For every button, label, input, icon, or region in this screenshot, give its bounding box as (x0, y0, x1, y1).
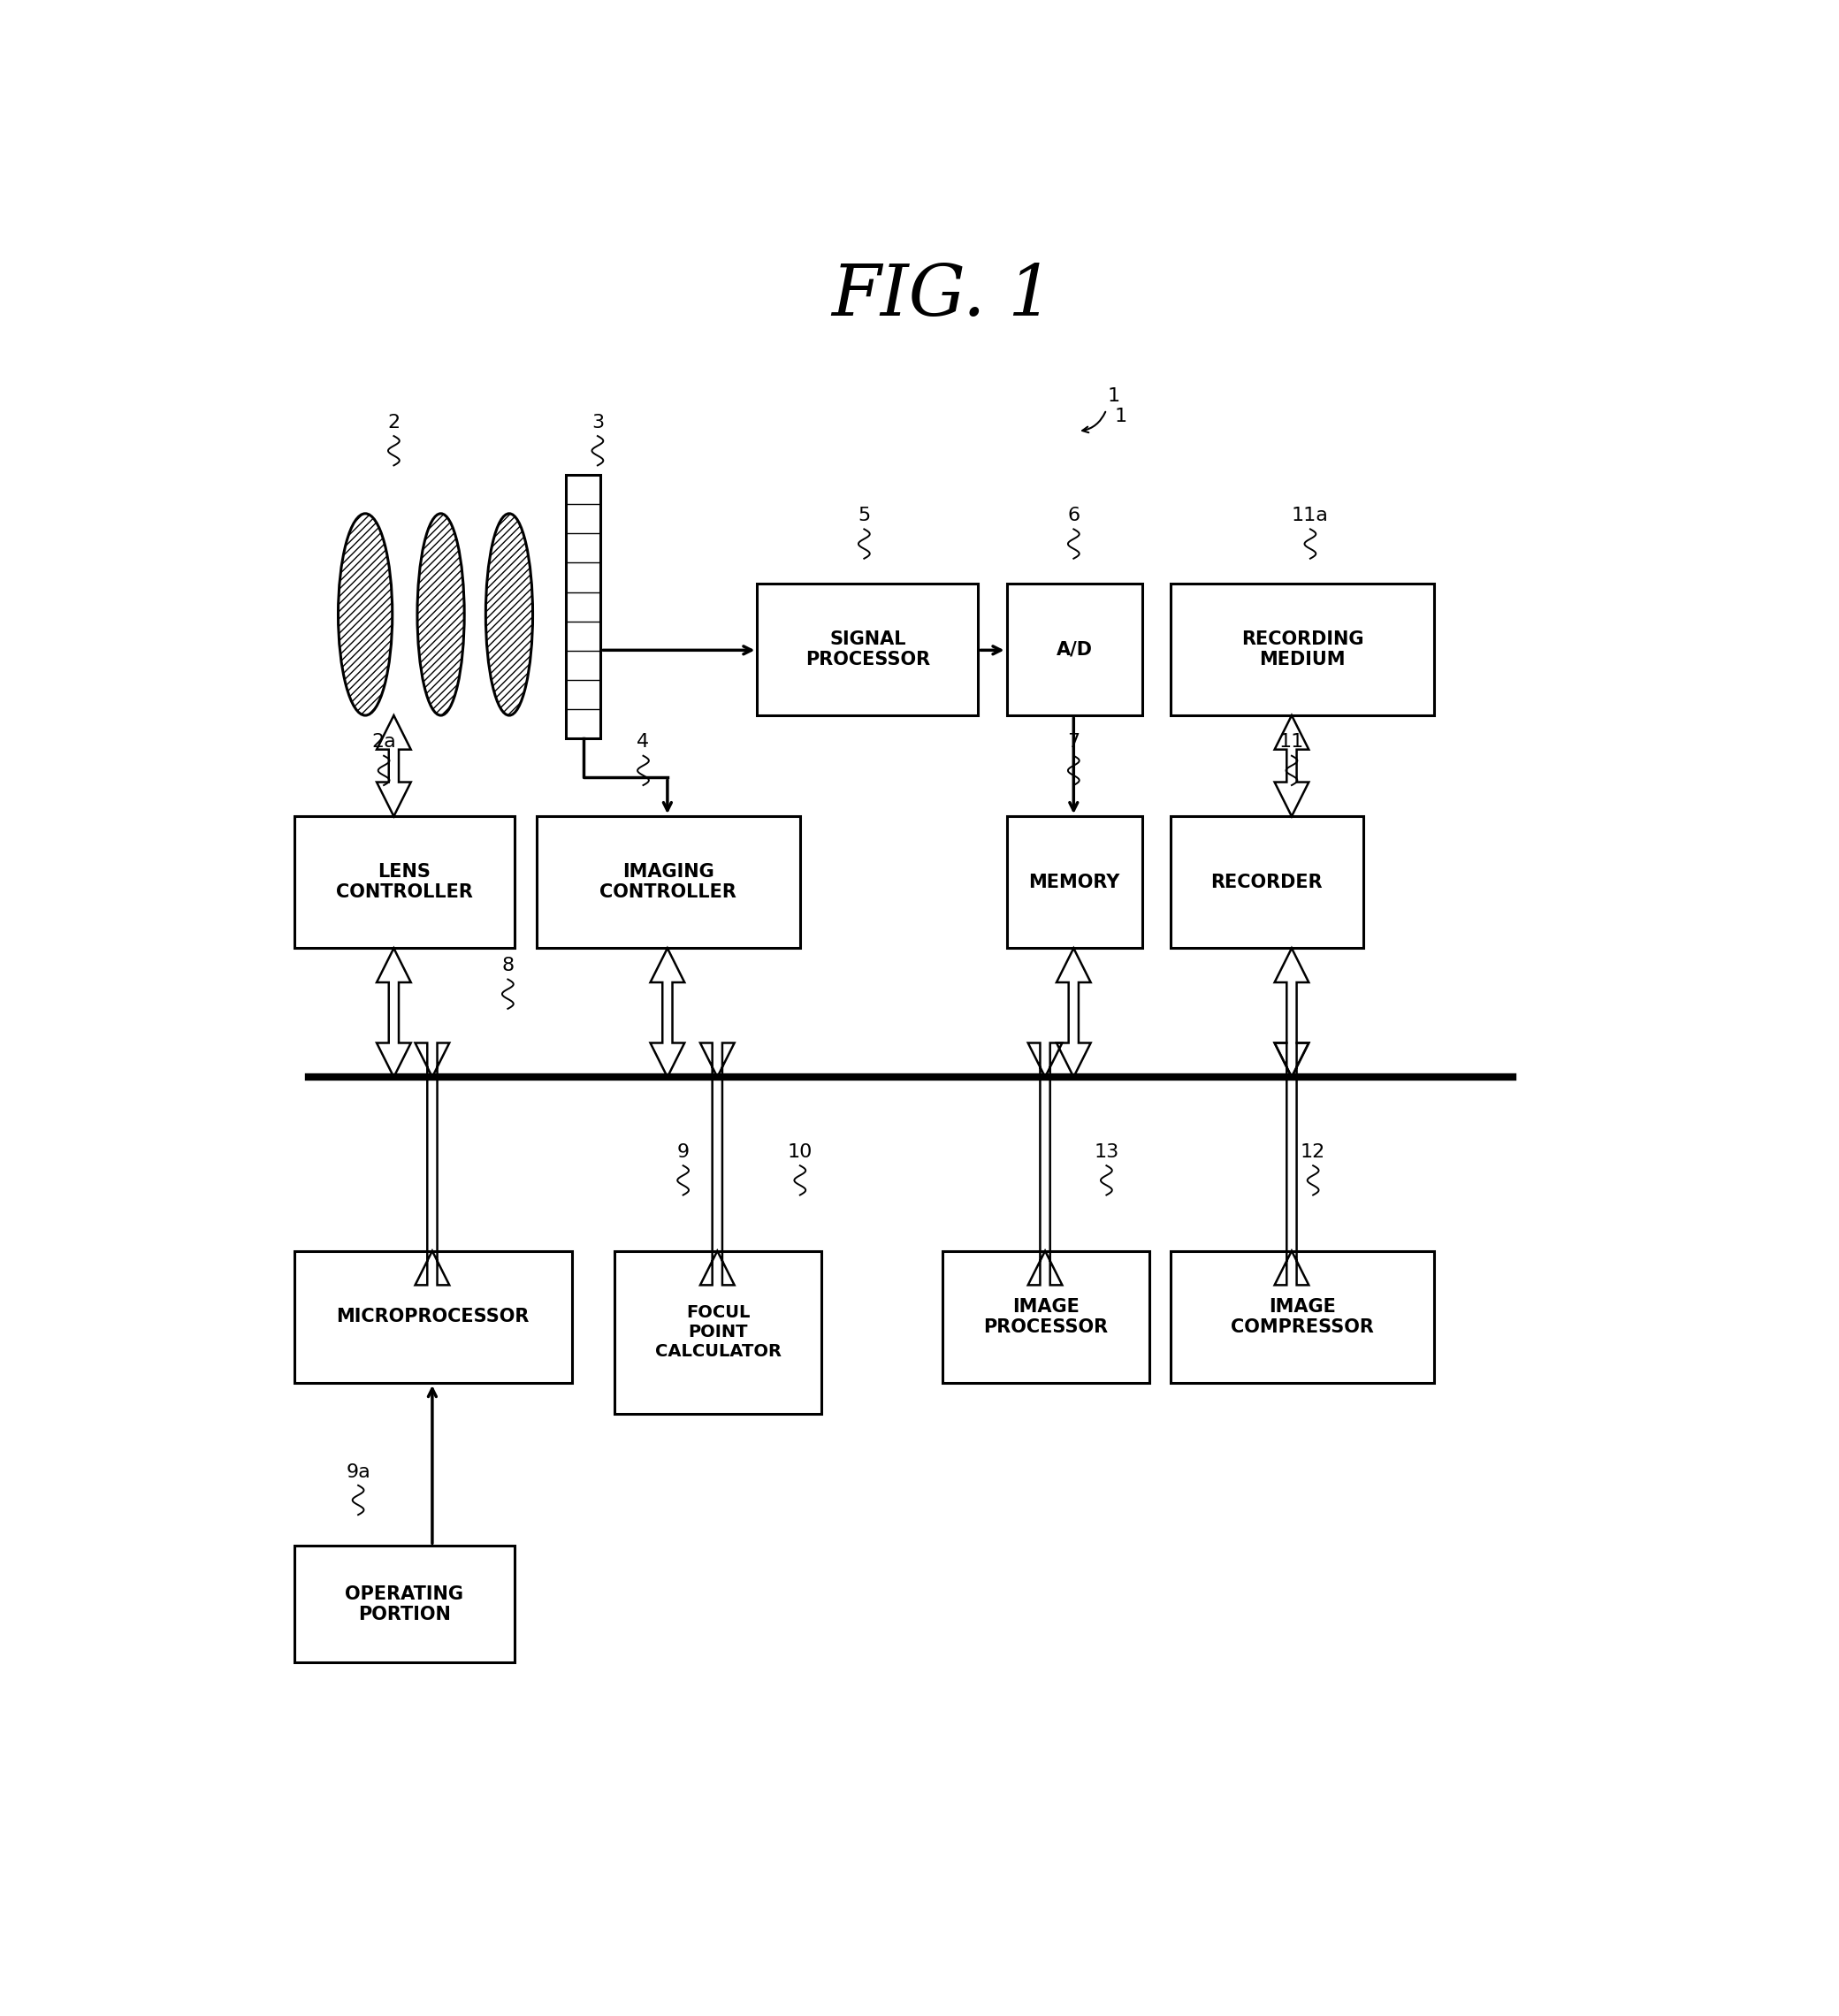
FancyBboxPatch shape (294, 1250, 572, 1383)
Ellipse shape (338, 514, 392, 716)
Text: 4: 4 (636, 734, 649, 752)
Text: IMAGE
PROCESSOR: IMAGE PROCESSOR (984, 1298, 1109, 1337)
Text: 7: 7 (1067, 734, 1079, 752)
Text: IMAGING
CONTROLLER: IMAGING CONTROLLER (600, 863, 737, 901)
Bar (566, 474, 600, 738)
Text: LENS
CONTROLLER: LENS CONTROLLER (337, 863, 473, 901)
Text: 1: 1 (1107, 387, 1120, 405)
Text: RECORDER: RECORDER (1210, 873, 1322, 891)
Text: 9: 9 (677, 1143, 690, 1161)
Text: RECORDING
MEDIUM: RECORDING MEDIUM (1241, 631, 1363, 669)
Ellipse shape (485, 514, 533, 716)
Text: OPERATING
PORTION: OPERATING PORTION (346, 1585, 463, 1623)
Text: FOCUL
POINT
CALCULATOR: FOCUL POINT CALCULATOR (655, 1304, 782, 1361)
FancyBboxPatch shape (294, 816, 515, 948)
Text: 9a: 9a (346, 1464, 370, 1480)
Text: 6: 6 (1067, 506, 1079, 524)
FancyBboxPatch shape (1171, 1250, 1434, 1383)
Text: 11: 11 (1280, 734, 1304, 752)
Text: 5: 5 (857, 506, 870, 524)
FancyBboxPatch shape (758, 583, 978, 716)
Text: 2: 2 (388, 413, 401, 431)
Text: 8: 8 (502, 958, 515, 974)
Text: 12: 12 (1300, 1143, 1326, 1161)
FancyBboxPatch shape (537, 816, 800, 948)
Text: 3: 3 (592, 413, 603, 431)
FancyBboxPatch shape (943, 1250, 1149, 1383)
FancyBboxPatch shape (294, 1546, 515, 1663)
FancyBboxPatch shape (1006, 583, 1142, 716)
FancyBboxPatch shape (614, 1250, 822, 1413)
Text: 2a: 2a (371, 734, 395, 752)
Ellipse shape (417, 514, 463, 716)
Text: FIG. 1: FIG. 1 (831, 262, 1054, 331)
Text: SIGNAL
PROCESSOR: SIGNAL PROCESSOR (805, 631, 931, 669)
Text: A/D: A/D (1056, 641, 1092, 659)
FancyBboxPatch shape (1171, 583, 1434, 716)
Text: MICROPROCESSOR: MICROPROCESSOR (337, 1308, 530, 1327)
Text: 10: 10 (787, 1143, 813, 1161)
FancyBboxPatch shape (1171, 816, 1363, 948)
Text: 11a: 11a (1291, 506, 1330, 524)
Text: 1: 1 (1114, 407, 1127, 425)
Text: MEMORY: MEMORY (1028, 873, 1120, 891)
FancyBboxPatch shape (1006, 816, 1142, 948)
Text: IMAGE
COMPRESSOR: IMAGE COMPRESSOR (1230, 1298, 1374, 1337)
Text: 13: 13 (1094, 1143, 1118, 1161)
